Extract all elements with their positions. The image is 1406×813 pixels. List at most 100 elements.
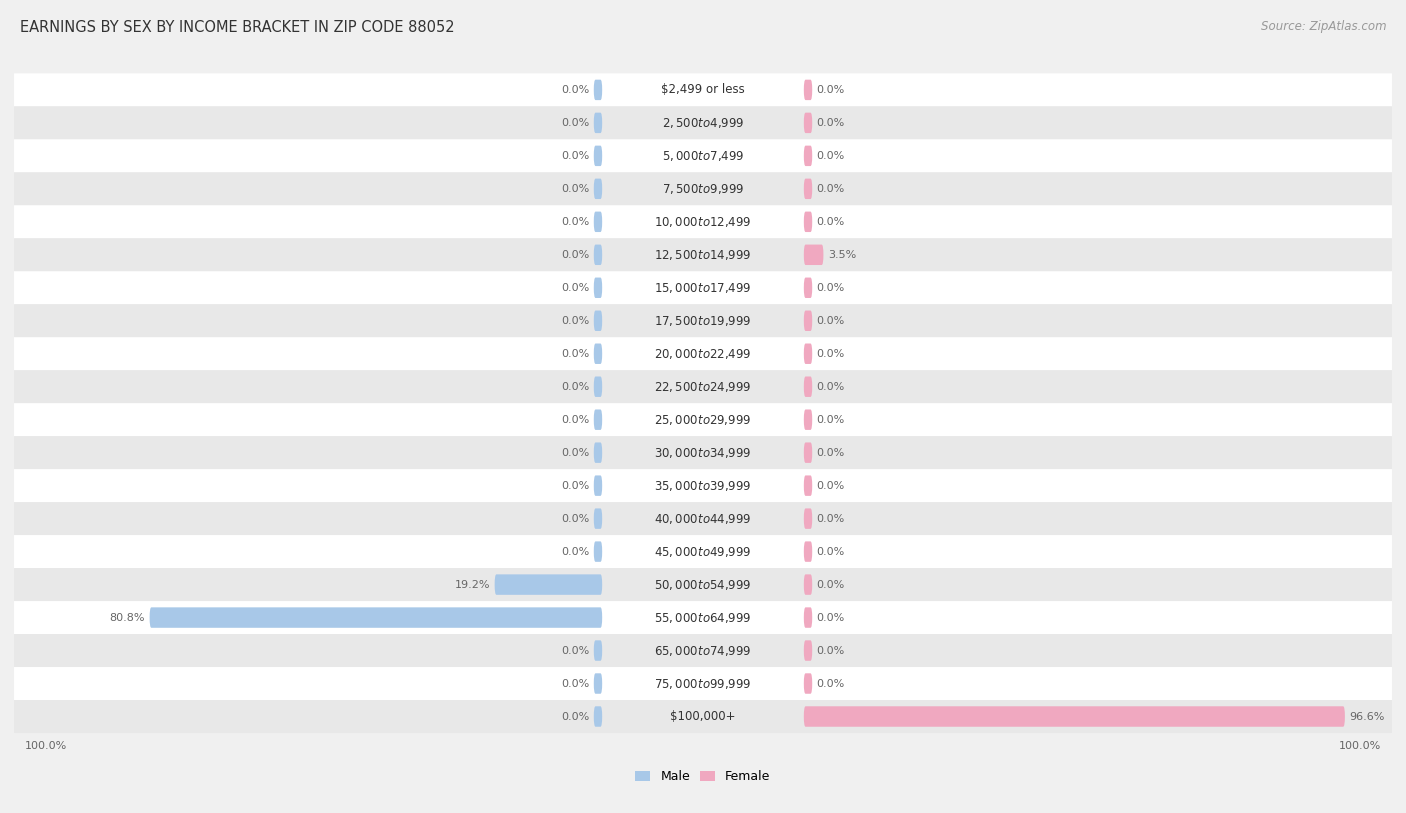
Text: 0.0%: 0.0% <box>561 184 589 193</box>
Text: 0.0%: 0.0% <box>561 349 589 359</box>
Text: $25,000 to $29,999: $25,000 to $29,999 <box>654 413 752 427</box>
FancyBboxPatch shape <box>14 370 1392 403</box>
Text: 0.0%: 0.0% <box>561 448 589 458</box>
Text: $30,000 to $34,999: $30,000 to $34,999 <box>654 446 752 459</box>
Text: EARNINGS BY SEX BY INCOME BRACKET IN ZIP CODE 88052: EARNINGS BY SEX BY INCOME BRACKET IN ZIP… <box>20 20 454 35</box>
Text: 0.0%: 0.0% <box>817 546 845 557</box>
Text: 0.0%: 0.0% <box>561 217 589 227</box>
Text: 100.0%: 100.0% <box>1339 741 1381 751</box>
FancyBboxPatch shape <box>593 442 602 463</box>
FancyBboxPatch shape <box>593 179 602 199</box>
FancyBboxPatch shape <box>14 172 1392 206</box>
Text: 0.0%: 0.0% <box>561 546 589 557</box>
FancyBboxPatch shape <box>804 211 813 232</box>
Text: $2,499 or less: $2,499 or less <box>661 84 745 97</box>
Text: 0.0%: 0.0% <box>817 580 845 589</box>
FancyBboxPatch shape <box>804 673 813 693</box>
FancyBboxPatch shape <box>804 376 813 397</box>
Text: 0.0%: 0.0% <box>817 283 845 293</box>
Text: $45,000 to $49,999: $45,000 to $49,999 <box>654 545 752 559</box>
Text: 0.0%: 0.0% <box>817 612 845 623</box>
Text: Source: ZipAtlas.com: Source: ZipAtlas.com <box>1261 20 1386 33</box>
Text: 0.0%: 0.0% <box>561 283 589 293</box>
FancyBboxPatch shape <box>14 437 1392 469</box>
FancyBboxPatch shape <box>593 245 602 265</box>
FancyBboxPatch shape <box>804 410 813 430</box>
FancyBboxPatch shape <box>14 568 1392 601</box>
FancyBboxPatch shape <box>804 277 813 298</box>
Text: 0.0%: 0.0% <box>561 315 589 326</box>
Text: $55,000 to $64,999: $55,000 to $64,999 <box>654 611 752 624</box>
FancyBboxPatch shape <box>593 344 602 364</box>
Text: 0.0%: 0.0% <box>561 646 589 655</box>
Text: $65,000 to $74,999: $65,000 to $74,999 <box>654 644 752 658</box>
Text: 0.0%: 0.0% <box>817 382 845 392</box>
FancyBboxPatch shape <box>149 607 602 628</box>
FancyBboxPatch shape <box>804 508 813 528</box>
FancyBboxPatch shape <box>804 80 813 100</box>
FancyBboxPatch shape <box>804 641 813 661</box>
FancyBboxPatch shape <box>593 277 602 298</box>
Text: 0.0%: 0.0% <box>817 480 845 491</box>
Text: $2,500 to $4,999: $2,500 to $4,999 <box>662 116 744 130</box>
Text: 0.0%: 0.0% <box>817 514 845 524</box>
Text: $22,500 to $24,999: $22,500 to $24,999 <box>654 380 752 393</box>
FancyBboxPatch shape <box>593 410 602 430</box>
FancyBboxPatch shape <box>14 634 1392 667</box>
Text: 0.0%: 0.0% <box>817 118 845 128</box>
Text: 0.0%: 0.0% <box>817 85 845 95</box>
Text: 0.0%: 0.0% <box>561 711 589 721</box>
Text: $12,500 to $14,999: $12,500 to $14,999 <box>654 248 752 262</box>
FancyBboxPatch shape <box>804 146 813 166</box>
FancyBboxPatch shape <box>804 245 824 265</box>
FancyBboxPatch shape <box>14 667 1392 700</box>
Text: 19.2%: 19.2% <box>454 580 491 589</box>
Text: $100,000+: $100,000+ <box>671 710 735 723</box>
FancyBboxPatch shape <box>593 673 602 693</box>
Text: 0.0%: 0.0% <box>817 315 845 326</box>
Text: $35,000 to $39,999: $35,000 to $39,999 <box>654 479 752 493</box>
Text: $5,000 to $7,499: $5,000 to $7,499 <box>662 149 744 163</box>
Text: 80.8%: 80.8% <box>110 612 145 623</box>
FancyBboxPatch shape <box>495 574 602 595</box>
Text: $50,000 to $54,999: $50,000 to $54,999 <box>654 577 752 592</box>
FancyBboxPatch shape <box>804 607 813 628</box>
FancyBboxPatch shape <box>804 344 813 364</box>
FancyBboxPatch shape <box>14 238 1392 272</box>
FancyBboxPatch shape <box>14 139 1392 172</box>
FancyBboxPatch shape <box>804 706 1346 727</box>
FancyBboxPatch shape <box>593 113 602 133</box>
FancyBboxPatch shape <box>14 403 1392 437</box>
Text: 0.0%: 0.0% <box>561 415 589 424</box>
Text: 0.0%: 0.0% <box>561 679 589 689</box>
FancyBboxPatch shape <box>14 206 1392 238</box>
FancyBboxPatch shape <box>804 442 813 463</box>
Text: $17,500 to $19,999: $17,500 to $19,999 <box>654 314 752 328</box>
Text: 0.0%: 0.0% <box>817 349 845 359</box>
Text: $15,000 to $17,499: $15,000 to $17,499 <box>654 280 752 295</box>
Text: 0.0%: 0.0% <box>561 250 589 260</box>
FancyBboxPatch shape <box>14 73 1392 107</box>
FancyBboxPatch shape <box>804 476 813 496</box>
Text: 0.0%: 0.0% <box>817 448 845 458</box>
FancyBboxPatch shape <box>804 541 813 562</box>
FancyBboxPatch shape <box>593 211 602 232</box>
FancyBboxPatch shape <box>593 508 602 528</box>
FancyBboxPatch shape <box>593 476 602 496</box>
Text: 100.0%: 100.0% <box>25 741 67 751</box>
FancyBboxPatch shape <box>14 107 1392 139</box>
Text: $40,000 to $44,999: $40,000 to $44,999 <box>654 511 752 526</box>
Text: 0.0%: 0.0% <box>561 151 589 161</box>
Text: 0.0%: 0.0% <box>817 415 845 424</box>
Legend: Male, Female: Male, Female <box>630 765 776 789</box>
FancyBboxPatch shape <box>804 179 813 199</box>
Text: 0.0%: 0.0% <box>561 480 589 491</box>
FancyBboxPatch shape <box>14 535 1392 568</box>
FancyBboxPatch shape <box>14 337 1392 370</box>
FancyBboxPatch shape <box>14 601 1392 634</box>
FancyBboxPatch shape <box>593 376 602 397</box>
Text: $10,000 to $12,499: $10,000 to $12,499 <box>654 215 752 228</box>
FancyBboxPatch shape <box>14 304 1392 337</box>
Text: 0.0%: 0.0% <box>817 217 845 227</box>
Text: $75,000 to $99,999: $75,000 to $99,999 <box>654 676 752 690</box>
